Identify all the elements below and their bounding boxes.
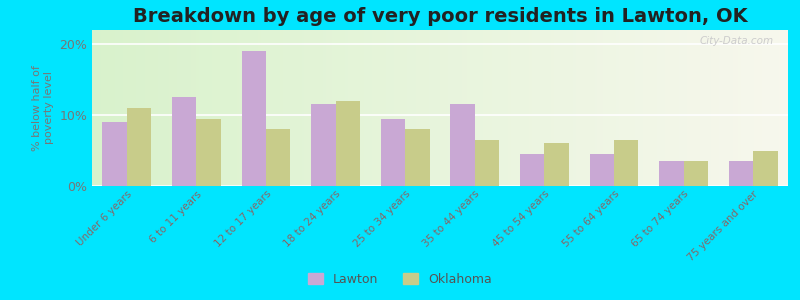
- Bar: [266, 129, 290, 186]
- Bar: [520, 154, 545, 186]
- Bar: [614, 140, 638, 186]
- Bar: [172, 98, 197, 186]
- Text: City-Data.com: City-Data.com: [700, 36, 774, 46]
- Bar: [450, 104, 475, 186]
- Legend: Lawton, Oklahoma: Lawton, Oklahoma: [303, 268, 497, 291]
- Bar: [545, 143, 569, 186]
- Bar: [475, 140, 499, 186]
- Bar: [684, 161, 708, 186]
- Bar: [102, 122, 127, 186]
- Bar: [127, 108, 151, 186]
- Bar: [381, 118, 405, 186]
- Bar: [659, 161, 683, 186]
- Bar: [242, 51, 266, 186]
- Bar: [754, 151, 778, 186]
- Bar: [336, 101, 360, 186]
- Bar: [590, 154, 614, 186]
- Bar: [197, 118, 221, 186]
- Bar: [406, 129, 430, 186]
- Bar: [729, 161, 753, 186]
- Bar: [311, 104, 336, 186]
- Y-axis label: % below half of
poverty level: % below half of poverty level: [32, 65, 54, 151]
- Title: Breakdown by age of very poor residents in Lawton, OK: Breakdown by age of very poor residents …: [133, 7, 747, 26]
